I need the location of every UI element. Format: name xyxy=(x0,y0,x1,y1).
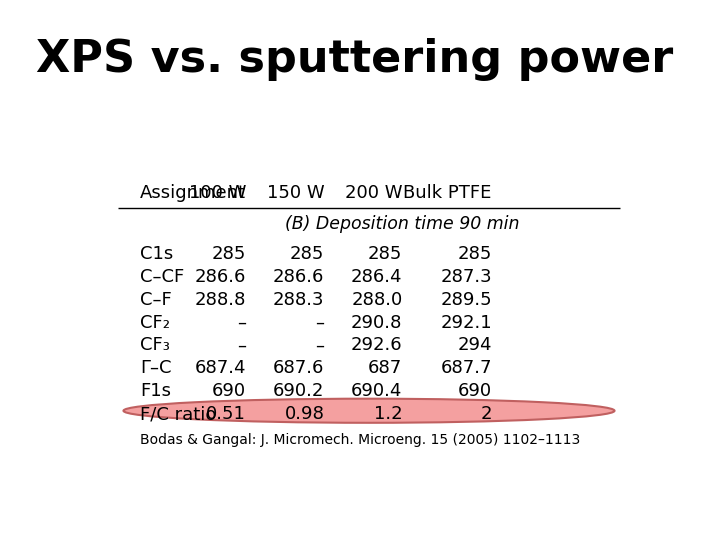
Text: –: – xyxy=(315,314,324,332)
Text: 288.3: 288.3 xyxy=(273,291,324,309)
Text: C1s: C1s xyxy=(140,245,174,263)
Text: 292.1: 292.1 xyxy=(440,314,492,332)
Text: 286.6: 286.6 xyxy=(273,268,324,286)
Text: 690.2: 690.2 xyxy=(273,382,324,400)
Text: CF₂: CF₂ xyxy=(140,314,170,332)
Ellipse shape xyxy=(124,399,615,423)
Text: 285: 285 xyxy=(290,245,324,263)
Text: XPS vs. sputtering power: XPS vs. sputtering power xyxy=(36,38,673,81)
Text: C–F: C–F xyxy=(140,291,172,309)
Text: 100 W: 100 W xyxy=(189,184,246,202)
Text: 289.5: 289.5 xyxy=(440,291,492,309)
Text: 690: 690 xyxy=(212,382,246,400)
Text: 690: 690 xyxy=(458,382,492,400)
Text: 285: 285 xyxy=(368,245,402,263)
Text: Bulk PTFE: Bulk PTFE xyxy=(403,184,492,202)
Text: 687.7: 687.7 xyxy=(440,359,492,377)
Text: 2: 2 xyxy=(480,405,492,423)
Text: –: – xyxy=(315,336,324,354)
Text: (B) Deposition time 90 min: (B) Deposition time 90 min xyxy=(285,215,520,233)
Text: 287.3: 287.3 xyxy=(440,268,492,286)
Text: 288.0: 288.0 xyxy=(351,291,402,309)
Text: 0.98: 0.98 xyxy=(284,405,324,423)
Text: 1.2: 1.2 xyxy=(374,405,402,423)
Text: Bodas & Gangal: J. Micromech. Microeng. 15 (2005) 1102–1113: Bodas & Gangal: J. Micromech. Microeng. … xyxy=(140,433,580,447)
Text: 150 W: 150 W xyxy=(266,184,324,202)
Text: Γ–C: Γ–C xyxy=(140,359,172,377)
Text: F1s: F1s xyxy=(140,382,171,400)
Text: C–CF: C–CF xyxy=(140,268,184,286)
Text: 286.6: 286.6 xyxy=(195,268,246,286)
Text: 288.8: 288.8 xyxy=(195,291,246,309)
Text: –: – xyxy=(238,336,246,354)
Text: 690.4: 690.4 xyxy=(351,382,402,400)
Text: F/C ratio: F/C ratio xyxy=(140,405,217,423)
Text: 200 W: 200 W xyxy=(345,184,402,202)
Text: 285: 285 xyxy=(457,245,492,263)
Text: 285: 285 xyxy=(212,245,246,263)
Text: 294: 294 xyxy=(457,336,492,354)
Text: CF₃: CF₃ xyxy=(140,336,170,354)
Text: 286.4: 286.4 xyxy=(351,268,402,286)
Text: 687: 687 xyxy=(368,359,402,377)
Text: 687.4: 687.4 xyxy=(194,359,246,377)
Text: 290.8: 290.8 xyxy=(351,314,402,332)
Text: 687.6: 687.6 xyxy=(273,359,324,377)
Text: 0.51: 0.51 xyxy=(207,405,246,423)
Text: –: – xyxy=(238,314,246,332)
Text: Assignment: Assignment xyxy=(140,184,246,202)
Text: 292.6: 292.6 xyxy=(351,336,402,354)
